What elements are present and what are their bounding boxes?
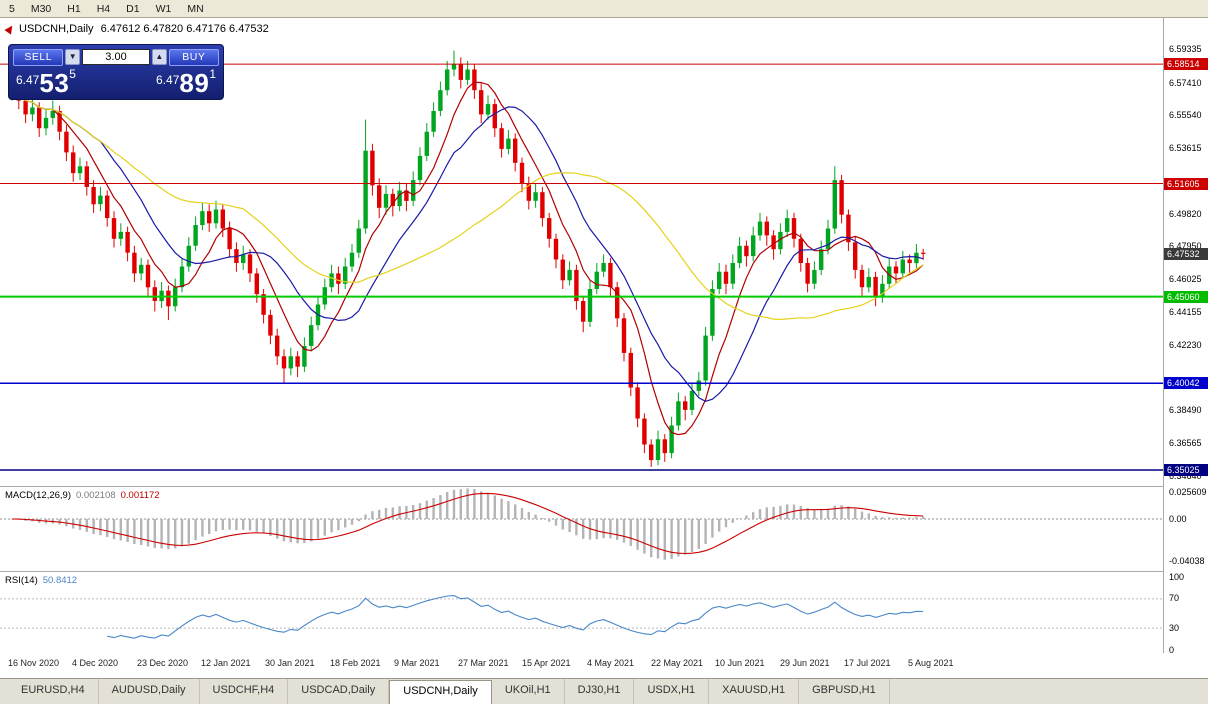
price-tick: 6.57410 xyxy=(1169,77,1202,88)
timeframe-button-mn[interactable]: MN xyxy=(181,1,209,17)
sell-price-pips: 53 xyxy=(39,68,70,98)
macd-value: 0.002108 xyxy=(76,490,116,501)
chart-tab-dj30[interactable]: DJ30,H1 xyxy=(565,679,635,704)
price-tick: 6.36565 xyxy=(1169,437,1202,448)
date-axis-label: 9 Mar 2021 xyxy=(394,658,440,668)
timeframe-toolbar: 5 M30 H1 H4 D1 W1 MN xyxy=(0,0,1208,18)
sell-price-main: 6.47 xyxy=(16,73,40,87)
price-level-tag: 6.35025 xyxy=(1164,464,1208,476)
buy-button[interactable]: BUY xyxy=(168,48,219,66)
timeframe-button-5[interactable]: 5 xyxy=(3,1,21,17)
rsi-label: RSI(14) 50.8412 xyxy=(5,575,77,586)
buy-price-button[interactable]: 6.47891 xyxy=(153,67,219,99)
date-axis-label: 5 Aug 2021 xyxy=(908,658,954,668)
macd-indicator-pane[interactable] xyxy=(0,486,1163,571)
chart-tab-ukoil[interactable]: UKOil,H1 xyxy=(492,679,565,704)
date-axis-label: 17 Jul 2021 xyxy=(844,658,891,668)
date-axis-label: 30 Jan 2021 xyxy=(265,658,315,668)
date-axis-label: 23 Dec 2020 xyxy=(137,658,189,668)
macd-label: MACD(12,26,9) 0.002108 0.001172 xyxy=(5,490,160,501)
chart-icon xyxy=(4,23,16,35)
rsi-value: 50.8412 xyxy=(42,575,78,586)
timeframe-button-d1[interactable]: D1 xyxy=(120,1,145,17)
price-axis[interactable]: 6.59335 6.57410 6.55540 6.53615 6.49820 6.479… xyxy=(1164,18,1208,678)
timeframe-button-w1[interactable]: W1 xyxy=(150,1,178,17)
volume-input[interactable] xyxy=(82,49,150,65)
macd-axis-label: 0.025609 xyxy=(1169,486,1207,497)
date-axis-label: 12 Jan 2021 xyxy=(201,658,251,668)
chart-tab-usdx[interactable]: USDX,H1 xyxy=(634,679,710,704)
price-tick: 6.55540 xyxy=(1169,110,1202,120)
one-click-trading-panel: SELL ▼ ▲ BUY 6.47535 6.47891 xyxy=(8,44,224,100)
chart-symbol-period: USDCNH,Daily xyxy=(19,23,94,35)
date-axis-label: 4 Dec 2020 xyxy=(72,658,119,668)
timeframe-button-h4[interactable]: H4 xyxy=(91,1,116,17)
chart-tab-eurusd[interactable]: EURUSD,H4 xyxy=(8,679,99,704)
date-axis[interactable]: 16 Nov 2020 4 Dec 2020 23 Dec 2020 12 Jan 2… xyxy=(0,652,1163,678)
macd-axis-label: -0.04038 xyxy=(1169,556,1205,566)
volume-increase-button[interactable]: ▲ xyxy=(152,49,167,65)
price-tick: 6.44155 xyxy=(1169,306,1202,317)
price-level-tag: 6.47532 xyxy=(1164,247,1208,260)
price-tick: 6.46025 xyxy=(1169,274,1202,285)
rsi-name: RSI(14) xyxy=(5,575,38,586)
rsi-axis-label: 30 xyxy=(1169,622,1180,633)
sell-price-button[interactable]: 6.47535 xyxy=(13,67,79,99)
buy-price-point: 1 xyxy=(209,67,216,81)
date-axis-label: 27 Mar 2021 xyxy=(458,658,509,668)
timeframe-button-h1[interactable]: H1 xyxy=(61,1,86,17)
date-axis-label: 4 May 2021 xyxy=(587,658,635,668)
price-tick: 6.38490 xyxy=(1169,404,1202,415)
chart-tab-gbpusd[interactable]: GBPUSD,H1 xyxy=(799,679,890,704)
date-axis-label: 22 May 2021 xyxy=(651,658,704,668)
price-tick: 6.34640 xyxy=(1169,471,1202,482)
date-axis-label: 29 Jun 2021 xyxy=(780,658,830,668)
macd-pane-separator[interactable] xyxy=(0,486,1208,487)
chart-tab-usdcad[interactable]: USDCAD,Daily xyxy=(288,679,390,704)
macd-axis-label: 0.00 xyxy=(1169,513,1187,524)
main-price-chart[interactable] xyxy=(0,18,1163,486)
buy-price-main: 6.47 xyxy=(156,73,180,87)
rsi-indicator-pane[interactable] xyxy=(0,571,1163,652)
date-axis-label: 15 Apr 2021 xyxy=(522,658,571,668)
price-axis-separator xyxy=(1163,18,1164,652)
rsi-axis-label: 70 xyxy=(1169,593,1180,604)
price-tick: 6.59335 xyxy=(1169,44,1202,55)
price-level-tag: 6.40042 xyxy=(1164,377,1208,390)
chart-ohlc-values: 6.47612 6.47820 6.47176 6.47532 xyxy=(100,23,269,35)
date-axis-label: 16 Nov 2020 xyxy=(8,658,60,668)
price-level-tag: 6.58514 xyxy=(1164,58,1208,71)
date-axis-label: 10 Jun 2021 xyxy=(715,658,765,668)
chart-tab-usdcnh[interactable]: USDCNH,Daily xyxy=(389,680,492,704)
rsi-axis-label: 0 xyxy=(1169,644,1175,655)
price-level-tag: 6.51605 xyxy=(1164,177,1208,190)
timeframe-button-m30[interactable]: M30 xyxy=(25,1,57,17)
volume-decrease-button[interactable]: ▼ xyxy=(65,49,80,65)
chart-tab-xauusd[interactable]: XAUUSD,H1 xyxy=(709,679,800,704)
price-level-tag: 6.45060 xyxy=(1164,290,1208,303)
chart-title: USDCNH,Daily 6.47612 6.47820 6.47176 6.4… xyxy=(4,23,269,35)
price-tick: 6.42230 xyxy=(1169,340,1202,350)
date-axis-label: 18 Feb 2021 xyxy=(330,658,381,668)
chart-tab-usdchf[interactable]: USDCHF,H4 xyxy=(200,679,289,704)
rsi-axis-label: 100 xyxy=(1169,571,1185,582)
macd-signal-value: 0.001172 xyxy=(120,490,160,501)
sell-price-point: 5 xyxy=(69,67,76,81)
price-tick: 6.47950 xyxy=(1169,241,1202,252)
price-tick: 6.53615 xyxy=(1169,143,1202,154)
macd-name: MACD(12,26,9) xyxy=(5,490,71,501)
price-tick: 6.49820 xyxy=(1169,208,1202,219)
buy-price-pips: 89 xyxy=(179,68,210,98)
sell-button[interactable]: SELL xyxy=(13,48,64,66)
rsi-pane-separator[interactable] xyxy=(0,571,1208,572)
chart-window: USDCNH,Daily 6.47612 6.47820 6.47176 6.4… xyxy=(0,18,1208,678)
chart-tab-audusd[interactable]: AUDUSD,Daily xyxy=(99,679,200,704)
chart-tabs-bar: EURUSD,H4 AUDUSD,Daily USDCHF,H4 USDCAD,Dai… xyxy=(0,678,1208,704)
